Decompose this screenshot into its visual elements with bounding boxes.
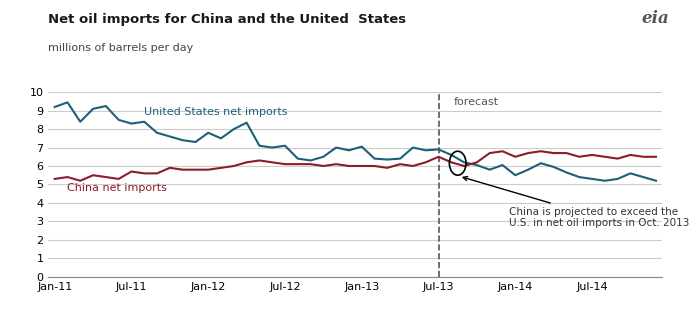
Text: United States net imports: United States net imports bbox=[144, 107, 288, 117]
Text: eia: eia bbox=[642, 10, 669, 26]
Text: China is projected to exceed the
U.S. in net oil imports in Oct. 2013: China is projected to exceed the U.S. in… bbox=[463, 176, 689, 228]
Text: China net imports: China net imports bbox=[68, 183, 168, 193]
Text: Net oil imports for China and the United  States: Net oil imports for China and the United… bbox=[48, 13, 406, 26]
Text: millions of barrels per day: millions of barrels per day bbox=[48, 43, 194, 53]
Text: forecast: forecast bbox=[454, 97, 499, 107]
